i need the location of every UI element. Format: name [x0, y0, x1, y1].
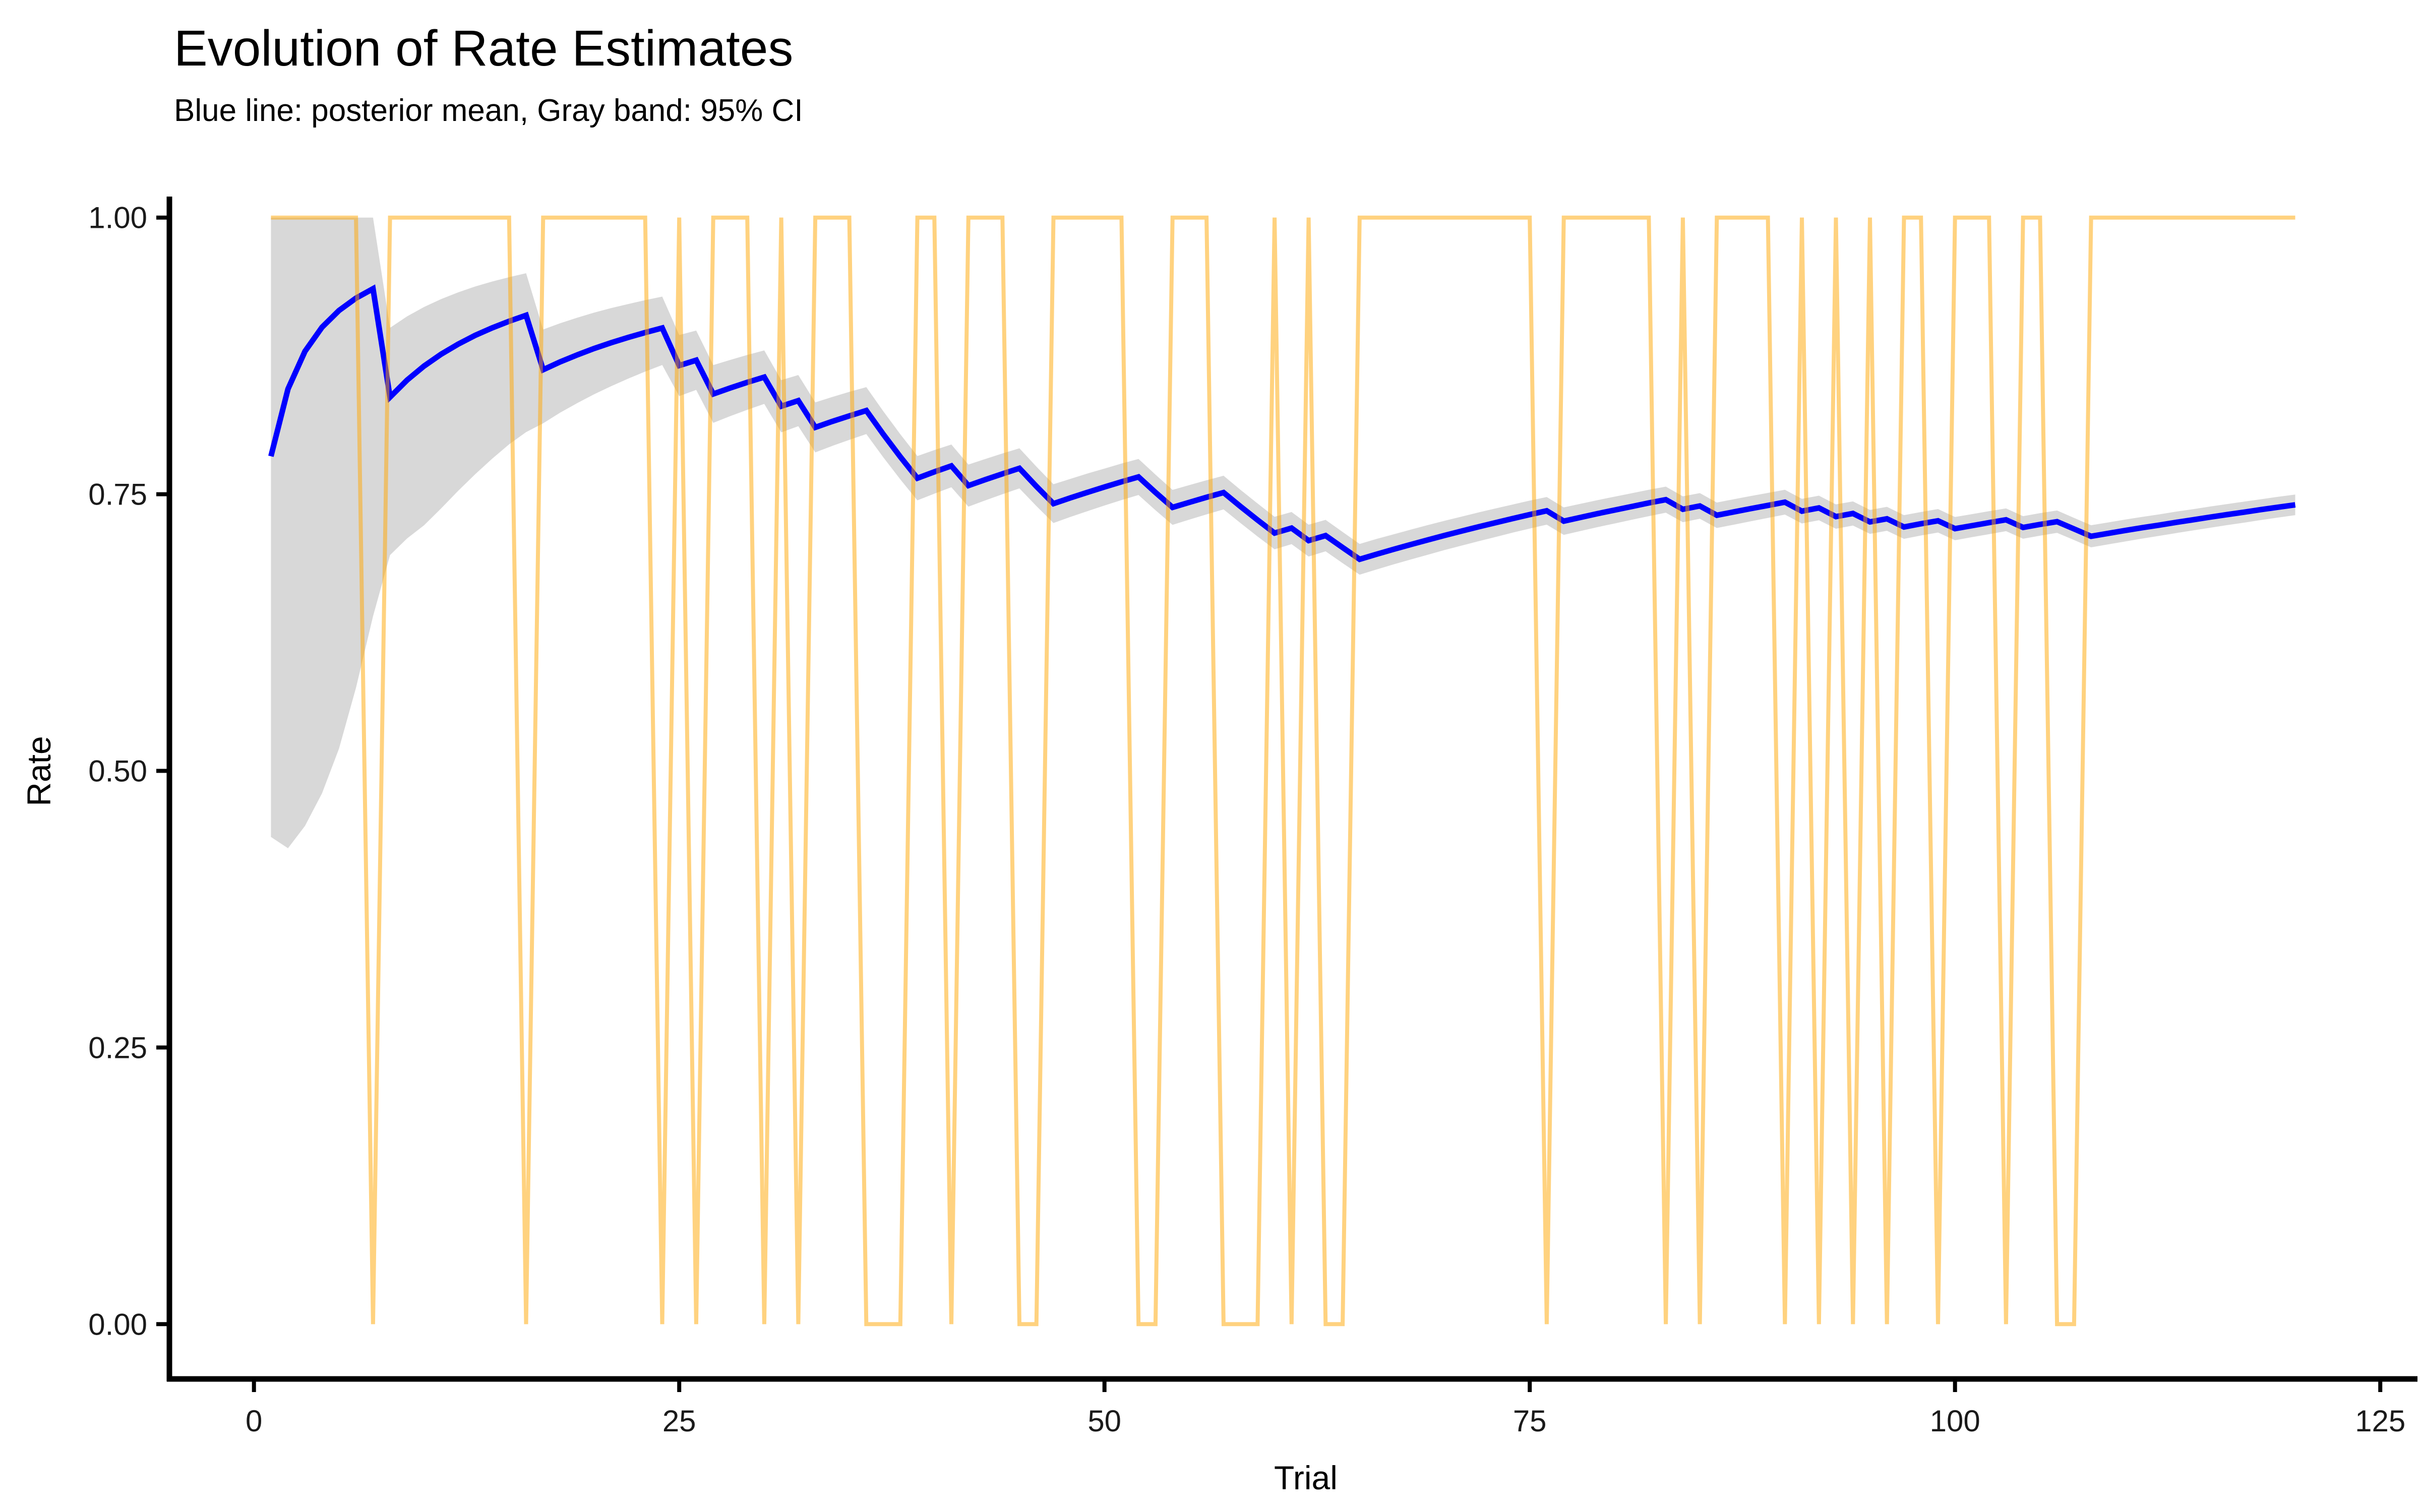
x-tick-label: 50 — [1087, 1404, 1121, 1438]
plot-area — [268, 215, 2296, 1327]
x-axis-title: Trial — [1274, 1459, 1338, 1496]
y-tick-label: 0.50 — [88, 754, 147, 788]
y-tick-label: 1.00 — [88, 201, 147, 235]
chart-title: Evolution of Rate Estimates — [174, 20, 793, 77]
chart-subtitle: Blue line: posterior mean, Gray band: 95… — [174, 93, 803, 128]
x-tick-label: 25 — [662, 1404, 696, 1438]
x-tick-label: 0 — [246, 1404, 262, 1438]
observations-line — [271, 215, 2295, 1327]
axes: 0.00 0.25 0.50 0.75 1.00 0 25 50 75 100 125 — [88, 197, 2417, 1438]
posterior-mean-line — [268, 284, 2296, 562]
x-tick-label: 125 — [2355, 1404, 2405, 1438]
x-tick-label: 100 — [1930, 1404, 1980, 1438]
y-tick-label: 0.00 — [88, 1307, 147, 1341]
y-tick-label: 0.25 — [88, 1031, 147, 1064]
y-tick-label: 0.75 — [88, 478, 147, 512]
x-tick-label: 75 — [1513, 1404, 1547, 1438]
y-axis-title: Rate — [20, 736, 57, 806]
